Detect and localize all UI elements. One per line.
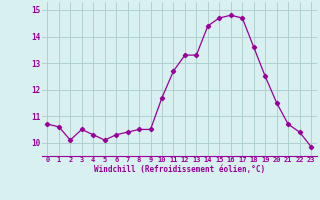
X-axis label: Windchill (Refroidissement éolien,°C): Windchill (Refroidissement éolien,°C) [94, 165, 265, 174]
